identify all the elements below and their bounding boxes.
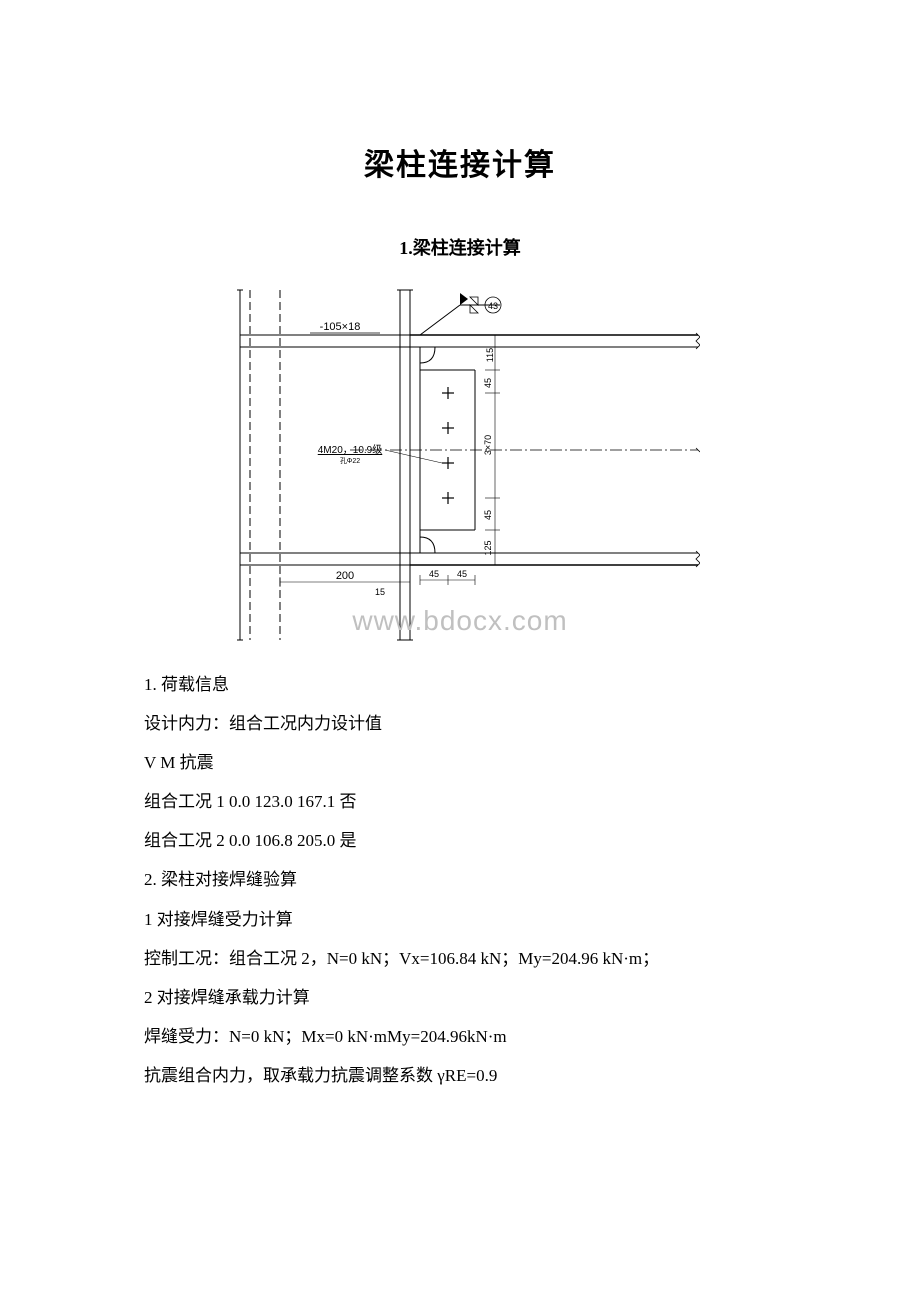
dim-15: 15 [375,587,385,597]
dim-115: 115 [485,348,495,362]
dim-200: 200 [336,570,354,582]
dim-125: 125 [483,540,493,555]
label-bolt-sub: 孔Φ22 [340,457,360,465]
main-title: 梁柱连接计算 [110,140,810,184]
line-2: 设计内力：组合工况内力设计值 [110,704,810,743]
diagram: -105×18 43 4M20，10.9级 孔Φ22 200 15 45 45 [220,285,700,645]
label-bolt: 4M20，10.9级 [318,444,382,456]
dim-45a: 45 [483,378,493,388]
line-10: 焊缝受力：N=0 kN；Mx=0 kN·mMy=204.96kN·m [110,1017,810,1056]
line-1: 1. 荷载信息 [110,665,810,704]
dim-45c: 45 [429,569,439,579]
line-8: 控制工况：组合工况 2，N=0 kN；Vx=106.84 kN；My=204.9… [110,939,810,978]
line-5: 组合工况 2 0.0 106.8 205.0 是 [110,821,810,860]
label-top: -105×18 [320,321,361,333]
dim-3x70: 3×70 [483,435,493,455]
dim-45b: 45 [483,510,493,520]
line-6: 2. 梁柱对接焊缝验算 [110,860,810,899]
line-3: V M 抗震 [110,743,810,782]
line-11: 抗震组合内力，取承载力抗震调整系数 γRE=0.9 [110,1056,810,1095]
dim-45d: 45 [457,569,467,579]
line-7: 1 对接焊缝受力计算 [110,900,810,939]
line-4: 组合工况 1 0.0 123.0 167.1 否 [110,782,810,821]
diagram-svg: -105×18 43 4M20，10.9级 孔Φ22 200 15 45 45 [220,285,700,645]
line-9: 2 对接焊缝承载力计算 [110,978,810,1017]
sub-title: 1.梁柱连接计算 [110,234,810,260]
circle-43: 43 [488,301,498,311]
